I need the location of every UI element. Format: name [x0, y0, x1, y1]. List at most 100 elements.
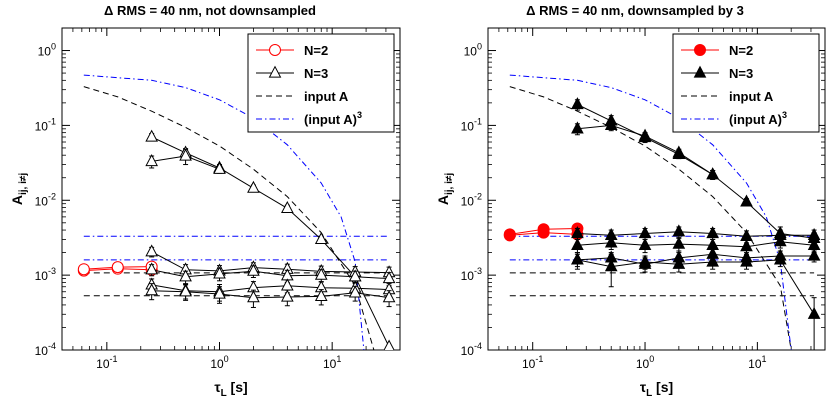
- series-line: [151, 251, 390, 274]
- legend-entry: (input A)3: [681, 110, 787, 127]
- data-point-triangle: [706, 254, 719, 267]
- legend-label: (input A)3: [729, 110, 787, 127]
- data-point-triangle: [740, 194, 753, 207]
- right-chart: Δ RMS = 40 nm, downsampled by 3 10-1 100 1…: [435, 3, 826, 399]
- y-tick-label: 10-4: [35, 341, 56, 358]
- data-point-triangle: [314, 267, 328, 280]
- right-y-axis-label: Aij, i≠j: [435, 173, 455, 206]
- legend-entry: N=3: [256, 65, 328, 81]
- data-point-triangle: [604, 259, 618, 272]
- data-series: [571, 118, 719, 180]
- minor-ticks: [487, 27, 826, 350]
- y-tick-label: 10-1: [35, 116, 56, 133]
- data-point-triangle: [382, 290, 396, 303]
- series-line: [577, 241, 815, 248]
- data-point-circle: [537, 223, 550, 236]
- data-point-triangle: [179, 148, 192, 161]
- data-point-triangle: [145, 262, 158, 275]
- data-point-triangle: [348, 285, 362, 298]
- legend-label: input A: [304, 89, 349, 104]
- data-point-triangle: [604, 235, 618, 248]
- data-point-triangle: [213, 161, 226, 174]
- legend-label: N=2: [729, 43, 753, 58]
- legend-label: N=2: [304, 43, 328, 58]
- data-point-triangle: [247, 290, 260, 303]
- data-point-triangle: [638, 226, 652, 239]
- data-point-triangle: [706, 167, 719, 180]
- data-point-triangle: [179, 269, 192, 282]
- data-point-triangle: [281, 289, 294, 302]
- data-point-triangle: [571, 97, 584, 110]
- data-point-triangle: [145, 283, 158, 296]
- left-chart: Δ RMS = 40 nm, not downsampled 10-1 100 10…: [9, 3, 401, 399]
- data-point-triangle: [672, 145, 686, 158]
- data-point-triangle: [571, 237, 584, 250]
- minor-ticks: [61, 27, 401, 350]
- series-line: [151, 290, 390, 299]
- data-series: [571, 234, 821, 255]
- data-point-triangle: [268, 65, 282, 78]
- data-point-triangle: [571, 226, 584, 239]
- right-chart-title: Δ RMS = 40 nm, downsampled by 3: [526, 3, 744, 18]
- data-point-triangle: [213, 266, 226, 279]
- data-point-triangle: [672, 224, 686, 237]
- data-point-circle: [694, 44, 706, 56]
- data-point-triangle: [638, 128, 652, 141]
- series-line: [577, 104, 815, 239]
- data-series: [77, 260, 158, 276]
- data-point-triangle: [693, 65, 707, 78]
- left-chart-title: Δ RMS = 40 nm, not downsampled: [104, 3, 316, 18]
- data-point-triangle: [672, 256, 686, 269]
- data-point-triangle: [314, 232, 328, 245]
- legend-label: N=3: [304, 66, 328, 81]
- data-point-triangle: [179, 284, 192, 297]
- legend-label: (input A)3: [304, 110, 362, 127]
- left-y-axis-label: Aij, i≠j: [9, 173, 29, 206]
- data-point-triangle: [213, 286, 226, 299]
- x-tick-label: 100: [636, 354, 654, 371]
- legend-label: input A: [729, 89, 774, 104]
- data-point-triangle: [314, 288, 328, 302]
- data-point-triangle: [807, 248, 821, 261]
- legend-entry: (input A)3: [256, 110, 362, 127]
- legend-label: N=3: [729, 66, 753, 81]
- x-tick-label: 101: [323, 354, 341, 371]
- data-point-triangle: [571, 252, 584, 265]
- data-point-triangle: [145, 244, 158, 257]
- y-tick-label: 10-4: [461, 341, 482, 358]
- data-point-triangle: [247, 180, 260, 193]
- reference-line: [509, 86, 792, 350]
- legend-entry: input A: [681, 89, 774, 104]
- x-tick-label: 10-1: [96, 354, 117, 371]
- data-point-triangle: [773, 234, 787, 247]
- data-point-triangle: [383, 339, 395, 350]
- data-point-triangle: [145, 129, 158, 142]
- y-tick-label: 10-3: [35, 266, 56, 283]
- series-line: [151, 269, 390, 280]
- right-legend: N=2 N=3 input A (input A)3: [672, 33, 820, 133]
- data-point-triangle: [638, 254, 652, 267]
- data-point-triangle: [638, 237, 652, 250]
- legend-entry: N=3: [681, 65, 753, 81]
- plot-content: [503, 74, 821, 350]
- y-tick-label: 10-1: [461, 116, 482, 133]
- legend-entry: input A: [256, 89, 349, 104]
- data-point-triangle: [807, 306, 821, 319]
- y-tick-label: 100: [38, 42, 56, 59]
- x-tick-label: 10-1: [522, 354, 543, 371]
- left-x-axis-label: τL [s]: [214, 379, 247, 399]
- y-tick-label: 10-2: [35, 191, 56, 208]
- data-point-triangle: [247, 263, 260, 276]
- series-line: [577, 259, 815, 315]
- data-point-circle: [503, 228, 516, 241]
- left-legend: N=2 N=3 input A (input A)3: [247, 33, 395, 133]
- series-line: [577, 253, 815, 265]
- series-line: [577, 231, 815, 237]
- data-point-triangle: [672, 236, 686, 249]
- data-series: [571, 224, 821, 244]
- data-point-triangle: [571, 121, 584, 134]
- data-series: [571, 252, 821, 350]
- y-tick-label: 100: [464, 42, 482, 59]
- series-line: [151, 136, 390, 348]
